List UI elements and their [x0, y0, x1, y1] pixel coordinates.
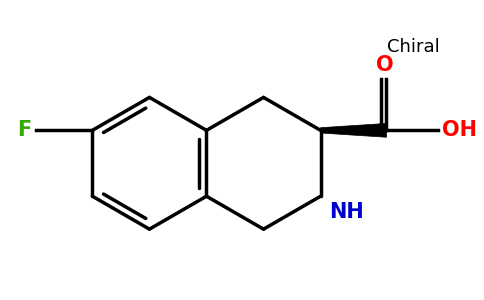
Text: NH: NH [329, 202, 364, 221]
Text: Chiral: Chiral [387, 38, 439, 56]
Text: O: O [376, 55, 393, 75]
Text: OH: OH [442, 120, 477, 140]
Text: F: F [17, 120, 31, 140]
Polygon shape [320, 123, 386, 137]
